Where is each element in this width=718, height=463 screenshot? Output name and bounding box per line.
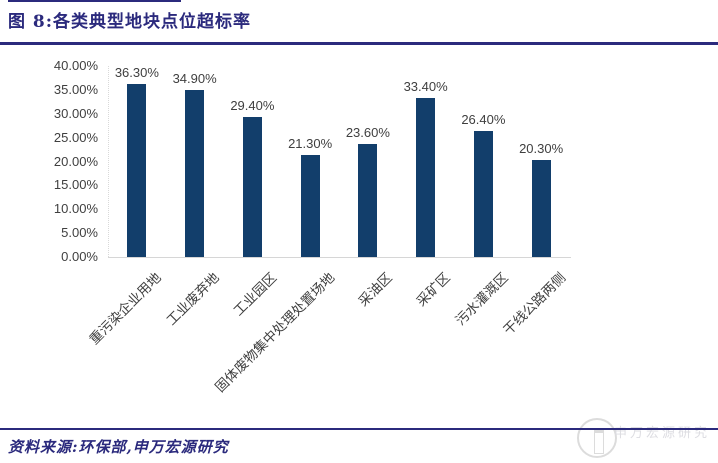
bar-value-label: 20.30% [519,141,564,157]
y-tick-label: 20.00% [53,153,98,169]
y-tick-label: 10.00% [53,201,98,217]
category-label: 重污染企业用地 [86,269,165,348]
y-tick-label: 30.00% [53,105,98,121]
top-edge-remnant-line [8,0,181,2]
watermark-logo-circle-icon [577,418,617,458]
bar-value-label: 23.60% [345,125,390,141]
bar-value-label: 29.40% [230,97,275,113]
bar [242,116,262,257]
footer-divider-rule [0,428,718,430]
category-label: 采矿区 [413,269,454,310]
title-divider-rule [0,42,718,45]
category-label: 工业园区 [231,269,280,319]
bar [185,90,205,257]
bar [127,83,147,257]
y-tick-label: 40.00% [53,58,98,73]
y-tick-label: 15.00% [53,177,98,193]
bar [531,160,551,257]
bar-value-label: 33.40% [403,78,448,94]
category-label: 采油区 [356,269,396,310]
figure-title: 图 8:各类典型地块点位超标率 [8,12,252,32]
y-axis-line [108,66,109,257]
bar [473,130,493,257]
bar-value-label: 21.30% [288,136,333,152]
source-attribution: 资料来源:环保部,申万宏源研究 [8,438,229,456]
watermark-tower-icon [594,430,604,454]
bar [300,155,320,257]
y-tick-label: 0.00% [61,249,98,264]
bar-value-label: 36.30% [114,64,159,80]
bar-value-label: 26.40% [461,111,506,127]
bar [358,144,378,257]
bar-value-label: 34.90% [172,71,217,87]
y-tick-label: 35.00% [53,81,98,97]
y-tick-label: 5.00% [61,225,98,241]
y-tick-label: 25.00% [53,129,98,145]
watermark-text: 申万宏源研究 [614,425,711,440]
x-axis-line [108,257,571,258]
bar [416,97,436,257]
category-label: 工业废弃地 [163,269,223,329]
watermark: 申万宏源研究 [576,416,718,463]
